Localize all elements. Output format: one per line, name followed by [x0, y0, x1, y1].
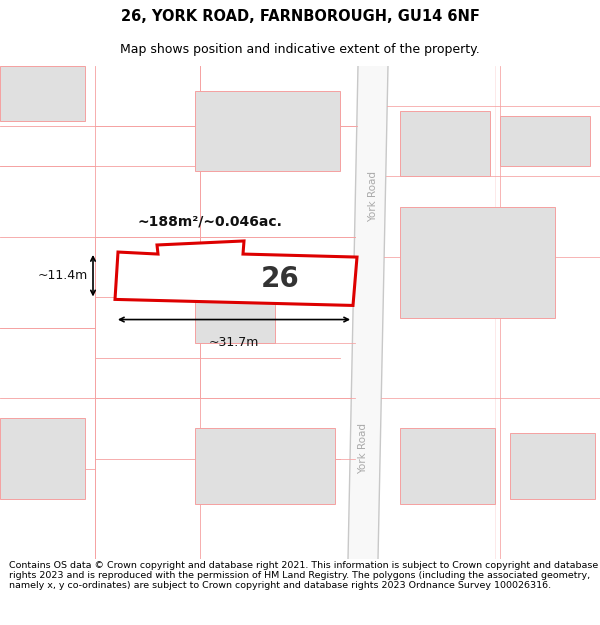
Text: ~11.4m: ~11.4m — [38, 269, 88, 282]
Text: Contains OS data © Crown copyright and database right 2021. This information is : Contains OS data © Crown copyright and d… — [9, 561, 598, 591]
Text: 26, YORK ROAD, FARNBOROUGH, GU14 6NF: 26, YORK ROAD, FARNBOROUGH, GU14 6NF — [121, 9, 479, 24]
Text: ~31.7m: ~31.7m — [209, 336, 259, 349]
Polygon shape — [115, 241, 357, 306]
Bar — [500, 116, 590, 166]
Bar — [195, 428, 335, 504]
Text: York Road: York Road — [368, 171, 378, 222]
Bar — [0, 418, 85, 499]
Bar — [0, 66, 85, 121]
Polygon shape — [348, 66, 388, 559]
Bar — [195, 91, 340, 171]
Text: Map shows position and indicative extent of the property.: Map shows position and indicative extent… — [120, 42, 480, 56]
Bar — [400, 207, 555, 318]
Bar — [195, 282, 275, 342]
Text: York Road: York Road — [358, 423, 368, 474]
Text: 26: 26 — [260, 265, 299, 293]
Text: ~188m²/~0.046ac.: ~188m²/~0.046ac. — [137, 215, 283, 229]
Bar — [510, 433, 595, 499]
Bar — [400, 111, 490, 176]
Bar — [400, 428, 495, 504]
